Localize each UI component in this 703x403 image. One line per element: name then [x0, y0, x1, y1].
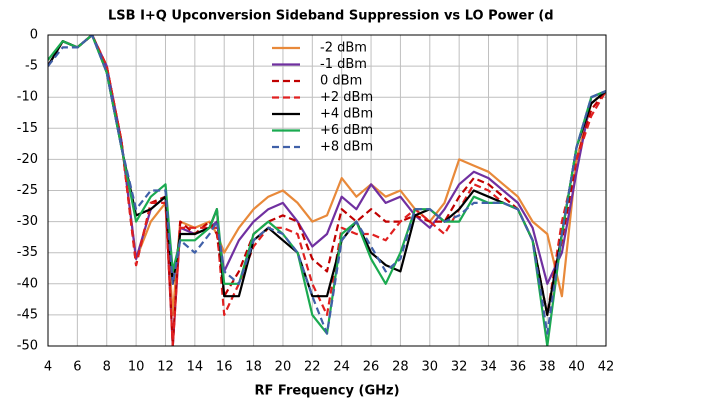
x-tick-label: 42 [598, 360, 615, 375]
y-tick-label: -45 [17, 307, 38, 322]
series-line [48, 35, 606, 316]
plot-frame [47, 34, 607, 347]
legend-label: +8 dBm [320, 140, 373, 155]
y-tick-label: 0 [30, 28, 38, 43]
y-tick-label: -5 [25, 59, 38, 74]
legend: -2 dBm-1 dBm 0 dBm+2 dBm +4 dBm+6 dBm +8 dB… [272, 41, 373, 155]
chart-title: LSB I+Q Upconversion Sideband Suppressio… [108, 9, 554, 24]
legend-label: +4 dBm [320, 107, 373, 122]
y-tick-label: -35 [17, 245, 38, 260]
x-tick-label: 22 [304, 360, 321, 375]
x-tick-label: 34 [480, 360, 497, 375]
legend-label: 0 dBm [320, 74, 362, 89]
x-tick-label: 36 [510, 360, 527, 375]
y-tick-label: -25 [17, 183, 38, 198]
x-axis-title: RF Frequency (GHz) [254, 384, 399, 399]
x-tick-label: 40 [568, 360, 585, 375]
x-tick-label: 14 [187, 360, 204, 375]
y-tick-label: -20 [17, 152, 38, 167]
y-tick-label: -40 [17, 276, 38, 291]
x-tick-label: 16 [216, 360, 233, 375]
y-tick-label: -15 [17, 121, 38, 136]
x-tick-label: 18 [245, 360, 262, 375]
x-tick-label: 4 [44, 360, 52, 375]
legend-label: -2 dBm [320, 41, 367, 56]
x-tick-label: 28 [392, 360, 409, 375]
x-tick-label: 24 [333, 360, 350, 375]
y-tick-label: -30 [17, 214, 38, 229]
series-line [48, 35, 606, 335]
series-line [48, 35, 606, 346]
x-tick-label: 38 [539, 360, 556, 375]
x-tick-label: 30 [422, 360, 439, 375]
x-tick-label: 12 [157, 360, 174, 375]
legend-label: +6 dBm [320, 123, 373, 138]
plot-area [48, 35, 606, 346]
x-tick-label: 8 [103, 360, 111, 375]
legend-label: -1 dBm [320, 57, 367, 72]
y-tick-label: -50 [17, 339, 38, 354]
x-tick-label: 20 [275, 360, 292, 375]
legend-label: +2 dBm [320, 90, 373, 105]
x-tick-label: 6 [73, 360, 81, 375]
x-tick-label: 10 [128, 360, 145, 375]
y-tick-label: -10 [17, 90, 38, 105]
x-tick-label: 26 [363, 360, 380, 375]
x-tick-label: 32 [451, 360, 468, 375]
